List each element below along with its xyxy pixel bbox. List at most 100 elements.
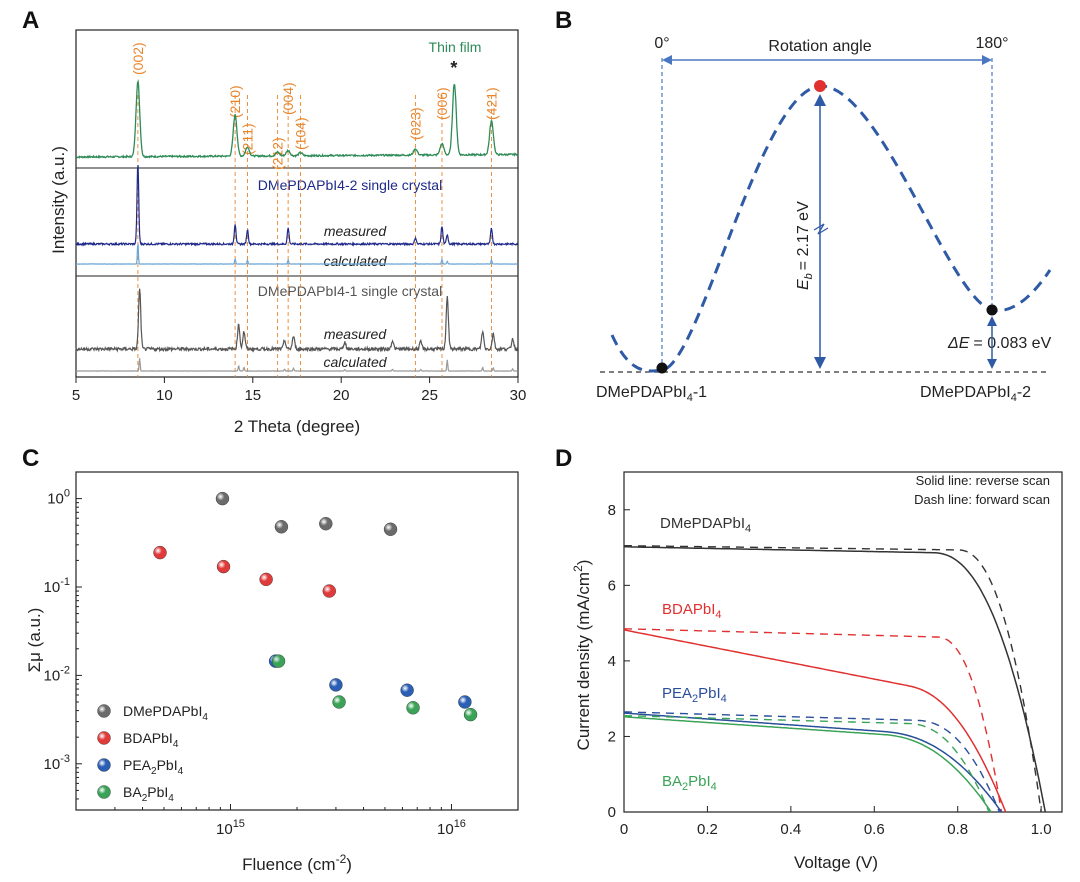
state-1-pre: DMePDAPbI	[596, 384, 687, 401]
panel-a-ylabel: Intensity (a.u.)	[49, 146, 68, 254]
point-PEA2PbI4-1	[329, 678, 343, 692]
impurity-star: *	[450, 58, 457, 78]
rotation-arrow-left	[662, 55, 672, 65]
crystal-2-label: DMePDAPbI4-2 single crystal	[258, 177, 442, 193]
crystal-2-calculated-label: calculated	[323, 253, 387, 269]
point-DMePDAPbI4-1	[274, 520, 289, 534]
panel-d-ytick-label-0: 0	[608, 804, 616, 821]
point-DMePDAPbI4-2	[319, 517, 333, 531]
jv-reverse-DMePDAPbI4	[624, 546, 1047, 813]
jv-label-PEA2PbI4: PEA2PbI4	[662, 685, 727, 705]
crystal-2-measured-label: measured	[324, 223, 387, 239]
peak-label-8: (421)	[483, 87, 499, 120]
state-2-pre: DMePDAPbI	[920, 384, 1011, 401]
panel-d-ytick-label-4: 8	[608, 502, 616, 519]
peak-label-6: (023)	[407, 107, 423, 140]
point-BDAPbI4-1	[216, 559, 231, 574]
state-2-sub: 4	[1011, 392, 1017, 404]
panel-d-ylabel-end: )	[574, 560, 593, 566]
minimum-1-marker	[656, 362, 668, 374]
panel-d-xtick-label-4: 0.8	[947, 821, 968, 838]
barrier-energy-label: Eb = 2.17 eV	[795, 201, 815, 290]
panel-a-xtick-label-3: 20	[333, 387, 350, 404]
point-BDAPbI4-0	[153, 545, 167, 560]
state-2-post: -2	[1017, 384, 1031, 401]
jv-forward-PEA2PbI4	[624, 711, 1001, 813]
panel-d-frame	[623, 471, 1063, 813]
jv-label-BA2PbI4: BA2PbI4	[662, 773, 717, 793]
peak-label-3: (212)	[270, 137, 286, 170]
crystal-2-measured-pattern	[75, 165, 519, 247]
panel-label-a: A	[22, 7, 39, 34]
peak-label-5: (104)	[293, 117, 309, 150]
barrier-arrow-up	[814, 94, 826, 106]
crystal-1-label: DMePDAPbI4-1 single crystal	[258, 283, 442, 299]
delta-symbol: ΔE	[947, 335, 970, 352]
panel-a-xtick-label-5: 30	[510, 387, 527, 404]
rotation-angle-title: Rotation angle	[768, 38, 871, 55]
jv-reverse-BA2PbI4	[623, 716, 992, 813]
peak-label-7: (006)	[434, 87, 450, 120]
delta-arrow-up	[987, 316, 997, 326]
panel-d-jv: Current density (mA/cm2) Voltage (V) Sol…	[571, 471, 1063, 872]
crystal-2-calculated-pattern	[76, 244, 518, 265]
barrier-symbol: E	[795, 279, 812, 290]
point-BA2PbI4-0	[271, 654, 286, 668]
panel-d-ylabel-sup: 2	[571, 565, 585, 572]
point-BA2PbI4-2	[406, 701, 420, 715]
legend-marker-PEA2PbI4	[97, 758, 111, 772]
panel-c-xlabel: Fluence (cm-2)	[242, 852, 352, 874]
peak-label-1: (210)	[227, 85, 243, 118]
rotation-arrow-right	[982, 55, 992, 65]
point-PEA2PbI4-3	[458, 695, 472, 709]
panel-c-ylabel: Σμ (a.u.)	[25, 608, 44, 673]
jv-forward-BA2PbI4	[624, 715, 990, 813]
panel-d-xtick-label-3: 0.6	[864, 821, 885, 838]
energy-profile-curve	[610, 84, 1052, 373]
state-2-label: DMePDAPbI4-2	[920, 384, 1031, 404]
panel-a-xrd: Intensity (a.u.) 2 Theta (degree) Thin f…	[49, 29, 527, 436]
panel-label-c: C	[22, 445, 39, 472]
legend-label-PEA2PbI4: PEA2PbI4	[123, 757, 184, 777]
jv-label-BDAPbI4: BDAPbI4	[662, 601, 721, 621]
panel-c-ytick-label-0: 100	[47, 488, 70, 508]
peak-label-4: (004)	[280, 82, 296, 115]
delta-arrow-down	[987, 359, 997, 369]
point-DMePDAPbI4-0	[215, 491, 230, 506]
barrier-sub: b	[803, 273, 815, 279]
transition-state-marker	[814, 80, 826, 92]
state-1-sub: 4	[687, 392, 693, 404]
legend-marker-BA2PbI4	[97, 785, 111, 799]
point-BDAPbI4-2	[259, 572, 273, 587]
jv-forward-BDAPbI4	[624, 628, 1003, 813]
panel-a-xtick-label-0: 5	[72, 387, 80, 404]
barrier-arrow-down	[814, 357, 826, 369]
legend-label-DMePDAPbI4: DMePDAPbI4	[123, 703, 208, 723]
delta-value: = 0.083 eV	[973, 335, 1051, 352]
crystal-1-measured-pattern	[75, 288, 519, 353]
point-BA2PbI4-1	[332, 695, 346, 709]
peak-label-0: (002)	[130, 42, 146, 75]
point-PEA2PbI4-2	[400, 683, 414, 697]
barrier-break-mark	[813, 223, 829, 235]
panel-d-xtick-label-2: 0.4	[780, 821, 801, 838]
jv-reverse-PEA2PbI4	[623, 712, 1003, 813]
peak-label-2: (211)	[239, 123, 255, 155]
angle-end-label: 180°	[975, 35, 1008, 52]
scan-note-reverse: Solid line: reverse scan	[916, 473, 1050, 488]
jv-label-DMePDAPbI4: DMePDAPbI4	[660, 515, 751, 535]
panel-d-ylabel-text: Current density (mA/cm	[574, 572, 593, 751]
panel-a-xtick-label-4: 25	[421, 387, 438, 404]
barrier-value: = 2.17 eV	[795, 201, 812, 270]
panel-c-photoconductivity: Σμ (a.u.) Fluence (cm-2) 100 10-1 10-2 10-3…	[25, 471, 519, 874]
panel-label-d: D	[555, 445, 572, 472]
panel-d-xtick-label-0: 0	[620, 821, 628, 838]
panel-d-xtick-label-1: 0.2	[697, 821, 718, 838]
panel-d-ytick-label-2: 4	[608, 653, 616, 670]
crystal-1-calculated-label: calculated	[323, 354, 387, 370]
legend-label-BA2PbI4: BA2PbI4	[123, 784, 174, 804]
delta-energy-label: ΔE = 0.083 eV	[947, 335, 1052, 352]
legend-marker-BDAPbI4	[97, 731, 111, 745]
panel-a-frame	[75, 29, 519, 378]
